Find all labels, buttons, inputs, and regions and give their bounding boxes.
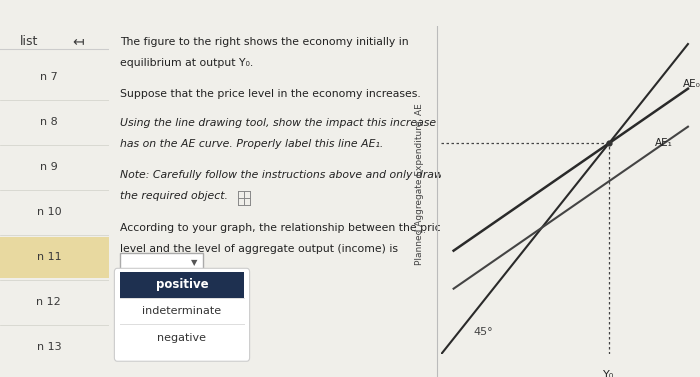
Text: negative: negative	[158, 333, 206, 343]
Text: Using the line drawing tool, show the impact this increase: Using the line drawing tool, show the im…	[120, 118, 436, 127]
FancyBboxPatch shape	[120, 253, 202, 272]
Text: n 11: n 11	[36, 252, 61, 262]
Text: n 7: n 7	[40, 72, 57, 82]
FancyBboxPatch shape	[120, 272, 244, 298]
Text: list: list	[20, 35, 38, 48]
FancyBboxPatch shape	[0, 236, 108, 278]
Text: level and the level of aggregate output (income) is: level and the level of aggregate output …	[120, 244, 398, 254]
Text: n 10: n 10	[36, 207, 61, 217]
Text: Y₀: Y₀	[603, 370, 615, 377]
Text: Planned Aggregate Expenditure, AE: Planned Aggregate Expenditure, AE	[415, 103, 424, 265]
Text: n 12: n 12	[36, 297, 61, 307]
Text: ▼: ▼	[190, 257, 197, 267]
Text: ...: ...	[417, 225, 426, 235]
Text: n 9: n 9	[40, 162, 57, 172]
Text: indeterminate: indeterminate	[142, 306, 222, 316]
Text: equilibrium at output Y₀.: equilibrium at output Y₀.	[120, 58, 253, 68]
Text: According to your graph, the relationship between the price: According to your graph, the relationshi…	[120, 223, 447, 233]
Text: AE₀: AE₀	[683, 79, 700, 89]
Text: 45°: 45°	[474, 327, 494, 337]
Text: n 13: n 13	[36, 342, 61, 352]
Text: The figure to the right shows the economy initially in: The figure to the right shows the econom…	[120, 37, 409, 47]
Text: positive: positive	[155, 279, 209, 291]
Text: Note: Carefully follow the instructions above and only draw: Note: Carefully follow the instructions …	[120, 170, 443, 180]
Text: Suppose that the price level in the economy increases.: Suppose that the price level in the econ…	[120, 89, 421, 100]
FancyBboxPatch shape	[114, 268, 250, 361]
Text: the required object.: the required object.	[120, 191, 228, 201]
Text: AE₁: AE₁	[655, 138, 673, 148]
Text: n 8: n 8	[40, 117, 57, 127]
Text: ↤: ↤	[72, 35, 84, 49]
Text: has on the AE curve. Properly label this line AE₁.: has on the AE curve. Properly label this…	[120, 139, 384, 149]
